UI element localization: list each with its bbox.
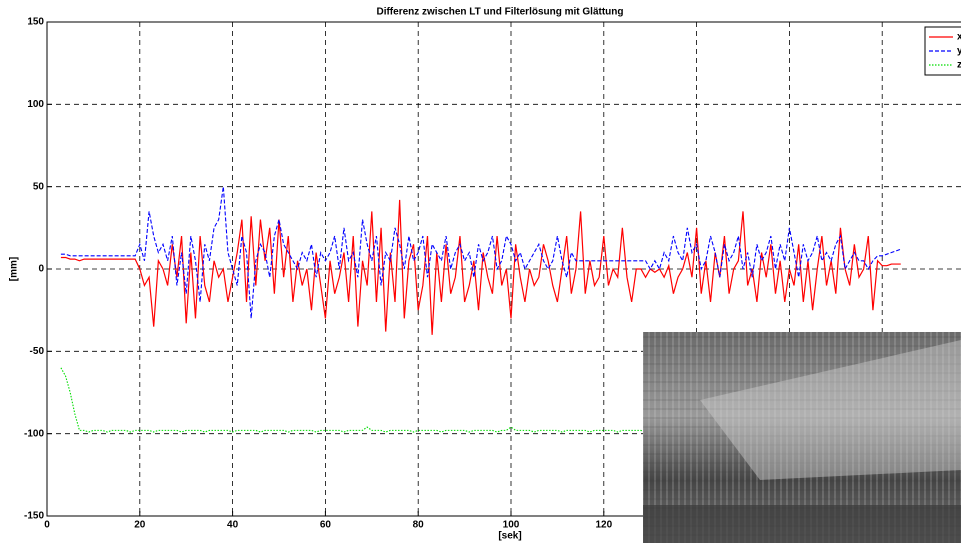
y-tick-label: -100 bbox=[24, 428, 44, 439]
x-tick-label: 120 bbox=[595, 520, 612, 531]
x-tick-label: 20 bbox=[134, 520, 146, 531]
x-tick-label: 100 bbox=[503, 520, 520, 531]
legend-label: y bbox=[957, 46, 961, 57]
x-tick-label: 60 bbox=[320, 520, 332, 531]
x-axis-label: [sek] bbox=[498, 531, 521, 542]
legend-label: z bbox=[957, 60, 961, 71]
legend: xyz bbox=[924, 26, 961, 76]
chart-title: Differenz zwischen LT und Filterlösung m… bbox=[376, 7, 623, 18]
series-line bbox=[60, 199, 901, 335]
y-axis-label: [mm] bbox=[9, 257, 20, 281]
photo-floor bbox=[643, 505, 961, 543]
legend-label: x bbox=[957, 32, 961, 43]
y-tick-label: 0 bbox=[38, 264, 44, 275]
photo bbox=[643, 332, 961, 543]
x-tick-label: 40 bbox=[227, 520, 239, 531]
x-tick-label: 80 bbox=[413, 520, 425, 531]
y-tick-label: 50 bbox=[33, 181, 45, 192]
y-tick-label: 150 bbox=[27, 17, 44, 28]
x-tick-label: 0 bbox=[44, 520, 50, 531]
y-tick-label: -50 bbox=[30, 346, 45, 357]
plot-area: -150-100-5005010015002040608010012014016… bbox=[24, 17, 961, 531]
series-line bbox=[60, 186, 901, 319]
photo-ceiling bbox=[700, 340, 961, 480]
y-tick-label: 100 bbox=[27, 99, 44, 110]
y-tick-label: -150 bbox=[24, 511, 44, 522]
